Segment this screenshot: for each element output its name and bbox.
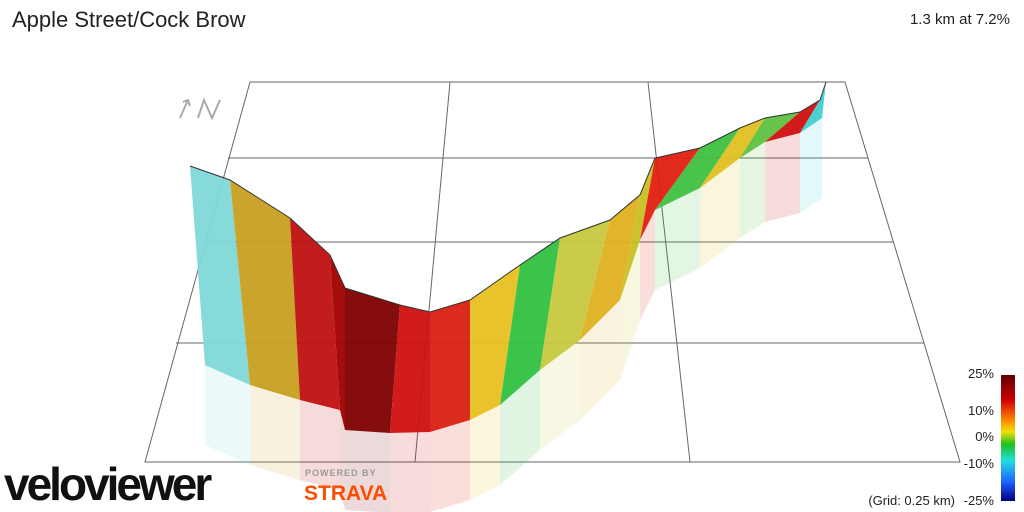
ribbon-segment — [430, 300, 470, 432]
ribbon-segment — [470, 265, 520, 420]
title: Apple Street/Cock Brow — [12, 7, 246, 32]
scale-label: 25% — [968, 366, 994, 381]
reflection — [390, 432, 430, 512]
powered-by: POWERED BY — [305, 468, 377, 478]
reflection — [345, 430, 390, 512]
ribbon-edge — [189, 81, 827, 313]
ribbon-segment — [190, 166, 250, 385]
logo: veloviewer — [4, 458, 212, 510]
strava: STRAVA — [304, 482, 387, 505]
grid-note: (Grid: 0.25 km) — [868, 493, 955, 508]
summary: 1.3 km at 7.2% — [910, 11, 1010, 28]
ribbon-segment — [345, 288, 400, 433]
reflection — [540, 340, 580, 450]
ribbon-segment — [740, 112, 800, 158]
ribbon-segment — [500, 238, 560, 405]
reflection — [470, 405, 500, 500]
reflection — [300, 400, 340, 490]
reflection — [430, 420, 470, 512]
reflection — [340, 410, 345, 510]
color-scale — [1001, 375, 1015, 501]
reflection — [205, 365, 250, 465]
ribbon-segment — [540, 220, 610, 370]
ribbon-segment — [655, 128, 740, 210]
reflection — [700, 158, 740, 268]
ribbon-segment — [765, 100, 820, 142]
ribbon-segment — [390, 305, 430, 433]
reflection — [765, 133, 800, 222]
ribbon-segment — [800, 82, 826, 133]
ribbon-segment — [290, 218, 340, 410]
ribbon-segment — [640, 148, 700, 240]
reflection — [500, 370, 540, 485]
reflection — [740, 142, 765, 238]
reflection — [250, 385, 300, 480]
reflection — [655, 188, 700, 290]
scale-label: -25% — [964, 493, 995, 508]
ribbon-segment — [330, 255, 345, 430]
reflection — [640, 210, 655, 320]
reflection — [620, 240, 640, 380]
north-arrow — [179, 97, 221, 121]
ribbon-segment — [230, 180, 300, 400]
scale-label: 0% — [975, 429, 994, 444]
scale-label: -10% — [964, 456, 995, 471]
ribbon-segment — [700, 118, 765, 188]
reflection — [800, 118, 822, 213]
scale-label: 10% — [968, 403, 994, 418]
elevation-ribbon — [189, 81, 827, 512]
ribbon-segment — [620, 158, 655, 300]
ribbon-segment — [580, 195, 640, 340]
